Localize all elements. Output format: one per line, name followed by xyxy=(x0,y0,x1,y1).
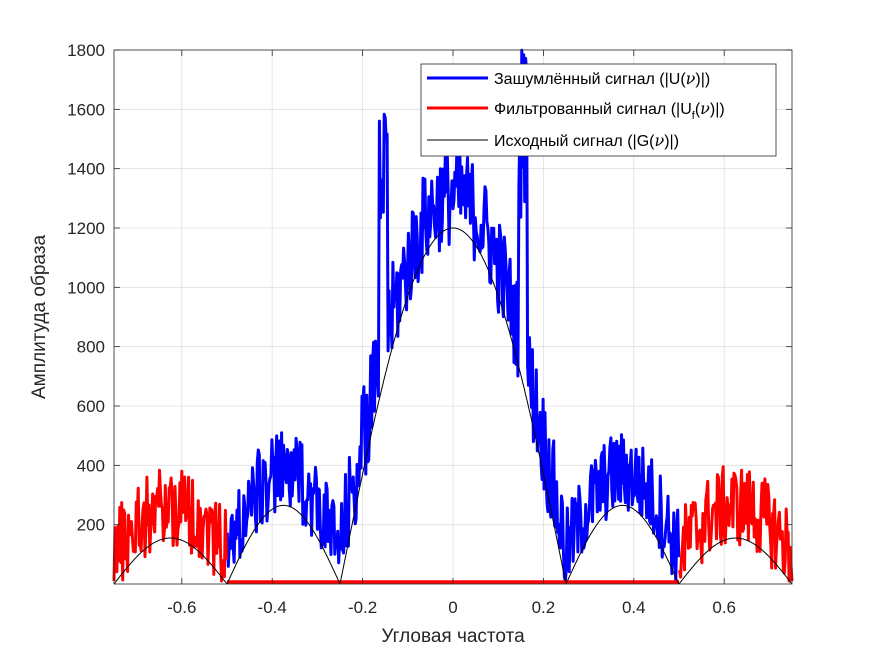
x-tick-label: -0.4 xyxy=(258,598,287,617)
series-noisy-line xyxy=(225,48,681,583)
y-tick-label: 800 xyxy=(77,338,105,357)
y-tick-label: 1200 xyxy=(67,219,105,238)
x-tick-label: 0.2 xyxy=(532,598,556,617)
legend-noisy-prefix: Зашумлённый сигнал (|U( xyxy=(494,71,686,88)
y-tick-label: 200 xyxy=(77,516,105,535)
y-tick-label: 400 xyxy=(77,456,105,475)
x-tick-label: -0.2 xyxy=(348,598,377,617)
x-tick-label: 0.6 xyxy=(712,598,736,617)
y-tick-label: 600 xyxy=(77,397,105,416)
legend-original-label: Исходный сигнал (|G(ν)|) xyxy=(494,131,679,150)
legend-original-suffix: )|) xyxy=(664,133,679,150)
legend-noisy-label: Зашумлённый сигнал (|U(ν)|) xyxy=(494,69,710,88)
y-tick-label: 1400 xyxy=(67,160,105,179)
series-filtered-line-left xyxy=(112,468,228,583)
y-tick-label: 1600 xyxy=(67,100,105,119)
legend-noisy-nu: ν xyxy=(686,69,696,88)
x-tick-label: -0.6 xyxy=(167,598,196,617)
series-filtered-line-right xyxy=(678,465,794,583)
legend-filtered-label: Фильтрованный сигнал (|Uf(ν)|) xyxy=(494,99,725,122)
y-tick-label: 1800 xyxy=(67,41,105,60)
legend-filtered-sub: f xyxy=(692,110,696,122)
legend-original-prefix: Исходный сигнал (|G( xyxy=(494,133,655,150)
legend-filtered-open: ( xyxy=(695,101,701,118)
legend-filtered-nu: ν xyxy=(700,99,710,118)
legend-original-nu: ν xyxy=(654,131,664,150)
x-tick-label: 0.4 xyxy=(622,598,646,617)
legend: Зашумлённый сигнал (|U(ν)|) Фильтрованны… xyxy=(420,63,777,157)
x-tick-label: 0 xyxy=(448,598,457,617)
x-axis-label: Угловая частота xyxy=(381,626,525,647)
legend-filtered-prefix: Фильтрованный сигнал (|U xyxy=(494,101,692,118)
legend-filtered-suffix: )|) xyxy=(710,101,725,118)
y-tick-label: 1000 xyxy=(67,278,105,297)
series-original-line xyxy=(113,227,793,585)
y-axis-label: Амплитуда образа xyxy=(29,235,50,400)
ticks: -0.6 -0.4 -0.2 0 0.2 0.4 0.6 200 400 600 800 1000 12… xyxy=(67,41,792,617)
legend-noisy-suffix: )|) xyxy=(695,71,710,88)
